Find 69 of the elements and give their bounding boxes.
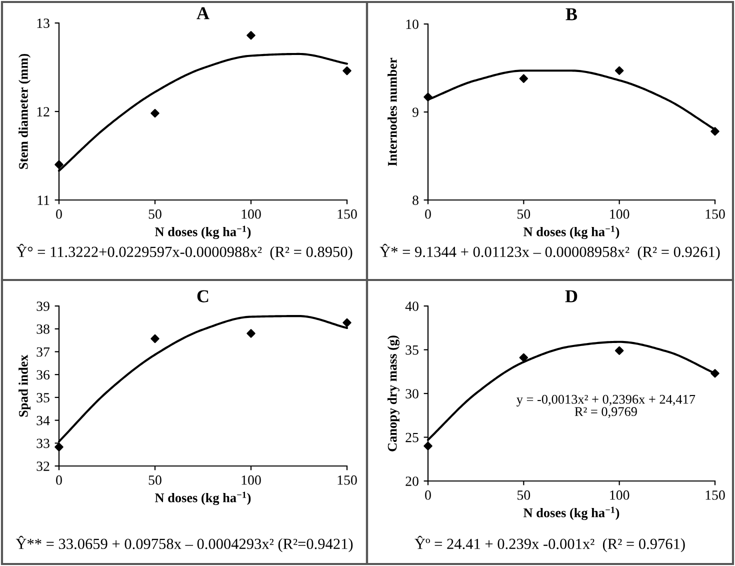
y-tick-label: 34 bbox=[36, 416, 50, 426]
x-tick-label: 50 bbox=[148, 209, 162, 219]
x-tick-label: 50 bbox=[518, 209, 530, 219]
point bbox=[246, 329, 256, 338]
x-tick-label: 0 bbox=[425, 209, 431, 219]
point bbox=[54, 160, 64, 169]
x-tick-label: 150 bbox=[338, 209, 357, 219]
chart-title: C bbox=[197, 290, 208, 302]
y-tick-label: 20 bbox=[406, 476, 418, 486]
text: Ŷ** = 33.0659 + 0.09758x – 0.0004293x² (R²=0.9421) bbox=[16, 536, 353, 552]
text: Ŷ° = 11.3222+0.0229597x-0.0000988x² (R² = 0.8950) bbox=[16, 244, 352, 260]
x-tick-label: 100 bbox=[610, 209, 630, 219]
y-tick-label: 10 bbox=[406, 20, 418, 29]
point bbox=[246, 31, 256, 40]
point bbox=[150, 108, 160, 118]
x-tick-label: 50 bbox=[518, 490, 530, 500]
x-axis-title: N doses (kg ha$^{−1}$) bbox=[155, 492, 251, 506]
y-tick-label: 38 bbox=[36, 324, 50, 334]
x-axis-title: N doses (kg ha$^{−1}$) bbox=[524, 506, 620, 520]
point bbox=[519, 74, 528, 83]
y-tick-label: 39 bbox=[36, 302, 50, 311]
y-tick-label: 32 bbox=[36, 462, 50, 471]
y-tick-label: 25 bbox=[406, 432, 418, 442]
y-tick-label: 8 bbox=[412, 196, 418, 205]
y-tick-label: 35 bbox=[36, 393, 50, 402]
y-axis-title: Internodes number bbox=[388, 58, 397, 166]
text: Ŷº = 24.41 + 0.239x -0.001x² (R² = 0.9761) bbox=[414, 536, 685, 552]
point bbox=[614, 346, 624, 355]
x-axis-title: N doses (kg ha$^{−1}$) bbox=[524, 226, 620, 240]
y-tick-label: 36 bbox=[36, 370, 50, 380]
point bbox=[614, 66, 624, 76]
y-axis-title: Stem diameter (mm) bbox=[18, 54, 31, 169]
annotation: R² = 0,9769 bbox=[574, 407, 637, 418]
x-tick-label: 0 bbox=[425, 490, 431, 500]
point bbox=[519, 353, 528, 362]
x-tick-label: 100 bbox=[610, 490, 630, 500]
annotation: y = -0,0013x² + 0,2396x + 24,417 bbox=[516, 394, 696, 406]
y-tick-label: 12 bbox=[37, 107, 50, 116]
y-axis-title: Canopy dry mass (g) bbox=[387, 336, 400, 452]
y-tick-label: 30 bbox=[406, 389, 418, 398]
x-tick-label: 50 bbox=[148, 475, 162, 485]
point bbox=[710, 126, 720, 136]
y-tick-label: 40 bbox=[405, 302, 418, 311]
point bbox=[342, 318, 352, 328]
x-tick-label: 100 bbox=[242, 475, 261, 485]
y-tick-label: 33 bbox=[36, 438, 50, 448]
point bbox=[710, 369, 720, 378]
point bbox=[150, 334, 160, 344]
point bbox=[424, 442, 432, 450]
point bbox=[54, 442, 64, 452]
y-tick-label: 9 bbox=[412, 108, 418, 117]
x-tick-label: 150 bbox=[338, 475, 357, 485]
chart-title: D bbox=[565, 290, 578, 302]
x-axis-title: N doses (kg ha$^{−1}$) bbox=[155, 226, 251, 240]
x-tick-label: 150 bbox=[706, 209, 725, 219]
y-tick-label: 13 bbox=[37, 18, 50, 28]
y-tick-label: 35 bbox=[406, 345, 418, 355]
x-tick-label: 100 bbox=[242, 209, 261, 219]
y-tick-label: 11 bbox=[38, 196, 50, 205]
point bbox=[424, 92, 432, 102]
text: Ŷ* = 9.1344 + 0.01123x – 0.00008958x² (R² = 0.9261) bbox=[380, 244, 720, 260]
y-axis-title: Spad index bbox=[18, 354, 31, 417]
x-tick-label: 150 bbox=[706, 490, 725, 500]
chart-title: A bbox=[196, 7, 210, 20]
y-tick-label: 37 bbox=[36, 347, 50, 357]
point bbox=[342, 66, 352, 76]
x-tick-label: 0 bbox=[56, 209, 62, 219]
x-tick-label: 0 bbox=[56, 475, 62, 485]
chart-title: B bbox=[566, 8, 578, 20]
